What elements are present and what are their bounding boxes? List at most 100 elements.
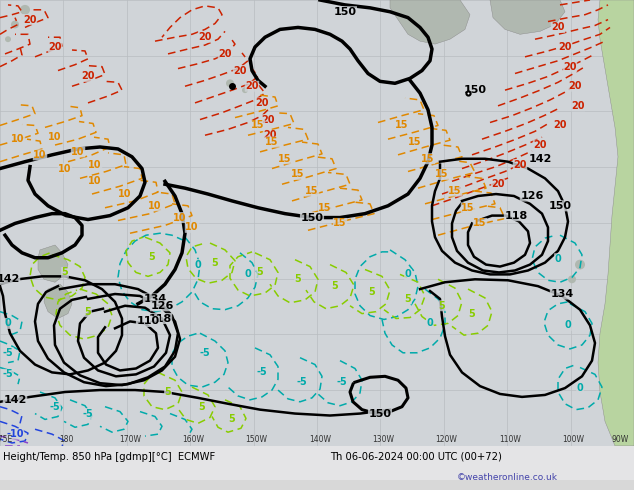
- Text: 10: 10: [148, 201, 162, 211]
- Text: 110: 110: [136, 317, 160, 326]
- Text: 130W: 130W: [372, 435, 394, 443]
- Text: 170W: 170W: [119, 435, 141, 443]
- Text: 15: 15: [462, 203, 475, 213]
- Text: 160W: 160W: [182, 435, 204, 443]
- Text: 5: 5: [332, 281, 339, 291]
- Text: -10: -10: [6, 429, 23, 439]
- Text: 15: 15: [318, 203, 332, 213]
- Text: 10: 10: [119, 189, 132, 199]
- Text: 134: 134: [550, 289, 574, 299]
- Text: 5: 5: [84, 307, 91, 317]
- Text: 20: 20: [198, 32, 212, 42]
- Text: -5: -5: [297, 377, 307, 387]
- Text: 20: 20: [256, 98, 269, 108]
- Text: 126: 126: [521, 191, 544, 201]
- Text: 10: 10: [173, 213, 187, 222]
- Text: 10: 10: [185, 222, 198, 232]
- Text: 20: 20: [559, 42, 572, 52]
- Text: 15: 15: [265, 137, 279, 147]
- Text: 20: 20: [533, 140, 547, 150]
- Bar: [0, 446, 634, 480]
- Text: 142: 142: [3, 395, 27, 405]
- Text: 140W: 140W: [309, 435, 331, 443]
- Circle shape: [226, 79, 234, 87]
- Circle shape: [11, 21, 19, 28]
- Text: 20: 20: [568, 81, 582, 91]
- Text: -5: -5: [257, 368, 268, 377]
- Text: 20: 20: [218, 49, 232, 59]
- Text: 150: 150: [368, 409, 392, 418]
- Text: 15: 15: [278, 154, 292, 164]
- Polygon shape: [598, 0, 634, 446]
- Text: 0: 0: [577, 383, 583, 393]
- Text: 15: 15: [395, 121, 409, 130]
- Text: 100W: 100W: [562, 435, 584, 443]
- Text: -5: -5: [3, 348, 13, 358]
- Text: -5: -5: [49, 402, 60, 412]
- Text: 5: 5: [212, 258, 218, 268]
- Text: 142: 142: [0, 274, 20, 284]
- Text: -5: -5: [3, 369, 13, 379]
- Text: 180: 180: [59, 435, 73, 443]
- Text: 5: 5: [61, 268, 68, 277]
- Text: 20: 20: [571, 101, 585, 111]
- Text: -5: -5: [200, 348, 210, 358]
- Text: 118: 118: [505, 211, 527, 220]
- Text: 0: 0: [427, 318, 434, 328]
- Text: 20: 20: [553, 121, 567, 130]
- Text: 10: 10: [48, 132, 61, 142]
- Text: -5: -5: [82, 409, 93, 418]
- Text: 10: 10: [33, 150, 47, 160]
- Circle shape: [568, 275, 576, 283]
- Text: -5: -5: [337, 377, 347, 387]
- Text: 5: 5: [439, 301, 445, 311]
- Text: 0: 0: [565, 320, 571, 330]
- Text: 20: 20: [514, 160, 527, 170]
- Text: 5: 5: [229, 415, 235, 424]
- Text: 150: 150: [548, 201, 571, 211]
- Text: 5: 5: [148, 252, 155, 262]
- Text: 15: 15: [305, 186, 319, 196]
- Text: 5: 5: [469, 309, 476, 318]
- Text: Height/Temp. 850 hPa [gdmp][°C]  ECMWF: Height/Temp. 850 hPa [gdmp][°C] ECMWF: [3, 452, 216, 462]
- Text: 10: 10: [71, 147, 85, 157]
- Text: 20: 20: [81, 72, 94, 81]
- Text: 20: 20: [551, 23, 565, 32]
- Text: 20: 20: [23, 15, 37, 24]
- Text: 150: 150: [301, 213, 323, 222]
- Text: 126: 126: [150, 301, 174, 311]
- Text: 15: 15: [436, 170, 449, 179]
- Text: 15: 15: [408, 137, 422, 147]
- Text: 20: 20: [261, 115, 275, 124]
- Text: 120W: 120W: [435, 435, 457, 443]
- Circle shape: [575, 260, 585, 270]
- Polygon shape: [44, 284, 72, 318]
- Text: 20: 20: [245, 81, 259, 91]
- Text: 90W: 90W: [611, 435, 629, 443]
- Text: 5: 5: [368, 287, 375, 297]
- Text: 175E: 175E: [0, 435, 13, 443]
- Text: 15: 15: [333, 219, 347, 228]
- Text: 15: 15: [448, 186, 462, 196]
- Text: 20: 20: [48, 42, 61, 52]
- Text: 150: 150: [333, 7, 356, 17]
- Text: 110W: 110W: [499, 435, 521, 443]
- Text: 15: 15: [251, 121, 265, 130]
- Text: 10: 10: [88, 160, 101, 170]
- Polygon shape: [490, 0, 565, 34]
- Text: 0: 0: [404, 270, 411, 279]
- Text: 20: 20: [563, 62, 577, 72]
- Text: 5: 5: [198, 402, 205, 412]
- Text: 150W: 150W: [245, 435, 267, 443]
- Text: 10: 10: [88, 176, 101, 186]
- Text: 0: 0: [555, 254, 561, 264]
- Text: 0: 0: [4, 318, 11, 328]
- Text: 5: 5: [295, 274, 301, 284]
- Text: 15: 15: [473, 219, 487, 228]
- Text: 0: 0: [195, 260, 202, 270]
- Polygon shape: [390, 0, 470, 44]
- Text: 142: 142: [528, 154, 552, 164]
- Circle shape: [5, 36, 11, 42]
- Text: 20: 20: [491, 179, 505, 189]
- Text: 134: 134: [143, 294, 167, 304]
